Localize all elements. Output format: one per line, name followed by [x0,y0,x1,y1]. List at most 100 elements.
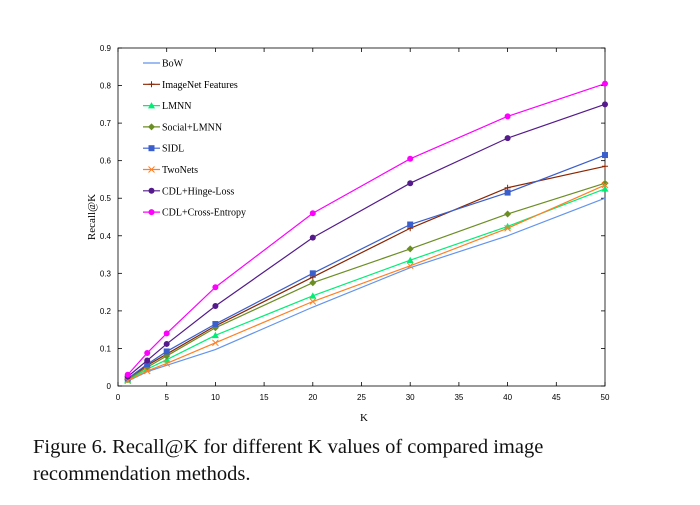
data-point-cdl-cross-entropy [144,349,151,356]
y-tick-label: 0.8 [100,82,112,91]
data-point-cdl-hinge-loss [407,180,414,187]
data-point-twonets [601,181,609,189]
data-point-cdl-hinge-loss [309,234,316,241]
legend-marker [148,81,155,88]
x-tick-label: 30 [406,393,415,402]
x-tick-label: 25 [357,393,366,402]
x-tick-label: 10 [211,393,220,402]
series-line-cdl-hinge-loss [127,103,606,378]
series-line-imagenet-features [127,165,606,380]
data-point-imagenet-features [602,163,608,170]
x-tick-label: 45 [552,393,561,402]
data-point-sidl [163,348,170,355]
data-point-cdl-hinge-loss [212,303,219,310]
legend-marker [148,102,155,109]
legend-marker [148,123,155,131]
data-point-lmnn [406,256,414,263]
data-point-sidl [212,321,219,328]
data-point-cdl-cross-entropy [602,80,608,87]
data-point-social-lmnn [309,279,317,287]
legend-item-sidl: SIDL [143,144,184,155]
data-point-twonets [143,367,151,375]
x-axis-label: K [360,412,368,424]
data-point-social-lmnn [504,210,512,218]
data-point-social-lmnn [601,179,609,187]
data-point-sidl [407,221,414,228]
legend-item-imagenet-features: ImageNet Features [143,80,238,91]
y-tick-label: 0.2 [100,307,112,316]
figure-caption: Figure 6. Recall@K for different K value… [33,436,544,485]
data-point-twonets [163,360,171,367]
legend-item-cdl-cross-entropy: CDL+Cross-Entropy [143,208,246,219]
data-point-cdl-cross-entropy [212,284,219,291]
y-tick-label: 0.7 [100,119,112,128]
legend-label: ImageNet Features [162,80,238,91]
data-point-sidl [504,189,511,196]
data-point-social-lmnn [406,245,414,253]
series-line-cdl-cross-entropy [127,83,606,376]
y-tick-label: 0.9 [100,44,112,53]
legend-label: BoW [162,59,184,70]
data-point-lmnn [211,331,219,339]
data-point-cdl-cross-entropy [124,371,131,378]
legend-item-twonets: TwoNets [143,165,198,176]
legend-item-cdl-hinge-loss: CDL+Hinge-Loss [143,186,234,197]
legend-label: LMNN [162,101,191,112]
x-tick-label: 15 [260,393,269,402]
legend: BoW ImageNet Features LMNN Social+LMNN SIDL T… [143,59,246,219]
legend-label: CDL+Cross-Entropy [162,208,246,219]
y-tick-label: 0.6 [100,157,112,166]
legend-label: SIDL [162,144,184,155]
data-point-cdl-hinge-loss [144,357,151,364]
x-tick-label: 50 [601,393,610,402]
series-line-bow [127,197,606,382]
x-tick-label: 5 [164,393,169,402]
y-axis-ticks: 0 0.1 0.2 0.3 0.4 0.5 0.6 0.7 0.8 0.9 [100,44,605,391]
data-point-cdl-cross-entropy [309,210,316,217]
series-cdl-cross-entropy [124,80,608,378]
data-point-cdl-cross-entropy [504,113,511,120]
y-tick-label: 0.3 [100,269,112,278]
data-point-cdl-cross-entropy [163,330,170,337]
legend-label: TwoNets [162,165,198,176]
data-point-sidl [144,361,151,368]
series-line-social-lmnn [127,182,606,380]
series-layer [124,80,609,385]
data-point-lmnn [601,185,609,192]
legend-label: Social+LMNN [162,122,222,133]
y-tick-label: 0.1 [100,344,112,353]
y-tick-label: 0 [107,382,112,391]
data-point-cdl-cross-entropy [407,155,414,162]
data-point-lmnn [309,292,317,299]
legend-marker [148,187,155,194]
data-point-twonets [309,298,317,305]
legend-marker [148,209,155,216]
data-point-cdl-hinge-loss [163,340,170,347]
data-point-sidl [309,270,316,277]
data-point-twonets [406,262,414,270]
series-line-lmnn [127,188,606,381]
legend-item-bow: BoW [143,59,184,70]
data-point-twonets [504,224,511,232]
x-axis-ticks: 0 5 10 15 20 25 30 35 40 45 50 [116,48,610,402]
y-axis-label: Recall@K [86,194,98,240]
x-tick-label: 0 [116,393,121,402]
series-cdl-hinge-loss [124,101,608,380]
series-line-sidl [127,154,606,379]
series-line-twonets [127,184,606,382]
data-point-twonets [212,339,219,347]
data-point-cdl-hinge-loss [504,135,511,142]
series-bow [127,197,606,382]
recall-line-chart: 0 0.1 0.2 0.3 0.4 0.5 0.6 0.7 0.8 0.9 0 5 10 15 20 25 3… [86,44,610,424]
x-tick-label: 35 [454,393,463,402]
legend-marker [148,145,155,152]
data-point-cdl-hinge-loss [602,101,608,108]
y-tick-label: 0.5 [100,194,112,203]
legend-item-social-lmnn: Social+LMNN [143,122,222,133]
data-point-sidl [602,152,608,159]
x-tick-label: 40 [503,393,512,402]
y-tick-label: 0.4 [100,232,112,241]
legend-item-lmnn: LMNN [143,101,191,112]
legend-label: CDL+Hinge-Loss [162,186,234,197]
series-twonets [124,181,609,385]
